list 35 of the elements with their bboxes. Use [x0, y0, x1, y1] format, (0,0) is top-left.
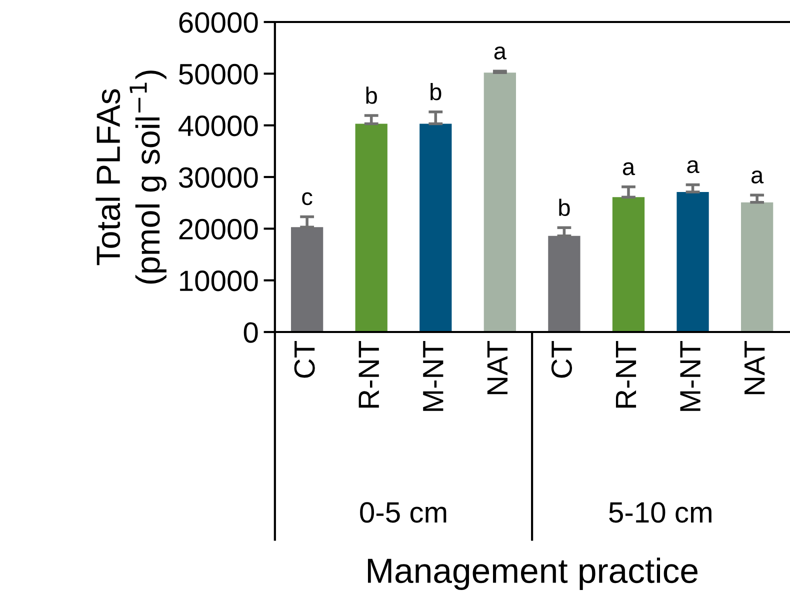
- y-tick-label: 30000: [178, 167, 258, 188]
- x-tick-label: CT: [294, 341, 315, 378]
- bar: [612, 197, 645, 332]
- y-tick-label: 50000: [179, 64, 258, 85]
- y-axis-title: Total PLFAs (pmol g soil$^{−1}$): [96, 70, 166, 284]
- bar: [355, 124, 388, 332]
- data-label: b: [430, 82, 442, 100]
- y-tick-label: 10000: [180, 270, 258, 292]
- data-label: a: [494, 46, 506, 60]
- data-label: b: [559, 198, 570, 216]
- bar: [420, 124, 452, 332]
- data-label: a: [752, 170, 764, 184]
- x-tick-label: R-NT: [616, 341, 636, 408]
- y-tick-label: 60000: [179, 12, 258, 33]
- data-label: a: [687, 160, 700, 174]
- bar: [740, 202, 774, 332]
- bar: [484, 72, 516, 332]
- data-label: c: [302, 192, 312, 206]
- y-tick-label: 0: [244, 322, 258, 343]
- x-tick-label: NAT: [744, 341, 765, 394]
- text: 5-10 cm: [609, 502, 712, 523]
- y-tick-label: 20000: [179, 218, 258, 240]
- x-tick-label: M-NT: [423, 341, 444, 411]
- x-tick-label: R-NT: [358, 341, 379, 408]
- y-tick-label: 40000: [178, 116, 258, 136]
- x-tick-label: M-NT: [680, 341, 700, 411]
- data-label: b: [366, 86, 377, 104]
- bar: [290, 227, 324, 332]
- x-tick-label: CT: [551, 341, 572, 378]
- data-label: a: [622, 162, 636, 176]
- x-axis-title: Management practice: [368, 558, 698, 590]
- bar: [676, 192, 709, 332]
- x-tick-label: NAT: [487, 341, 508, 394]
- bar: [548, 236, 580, 332]
- text: 0-5 cm: [360, 502, 446, 523]
